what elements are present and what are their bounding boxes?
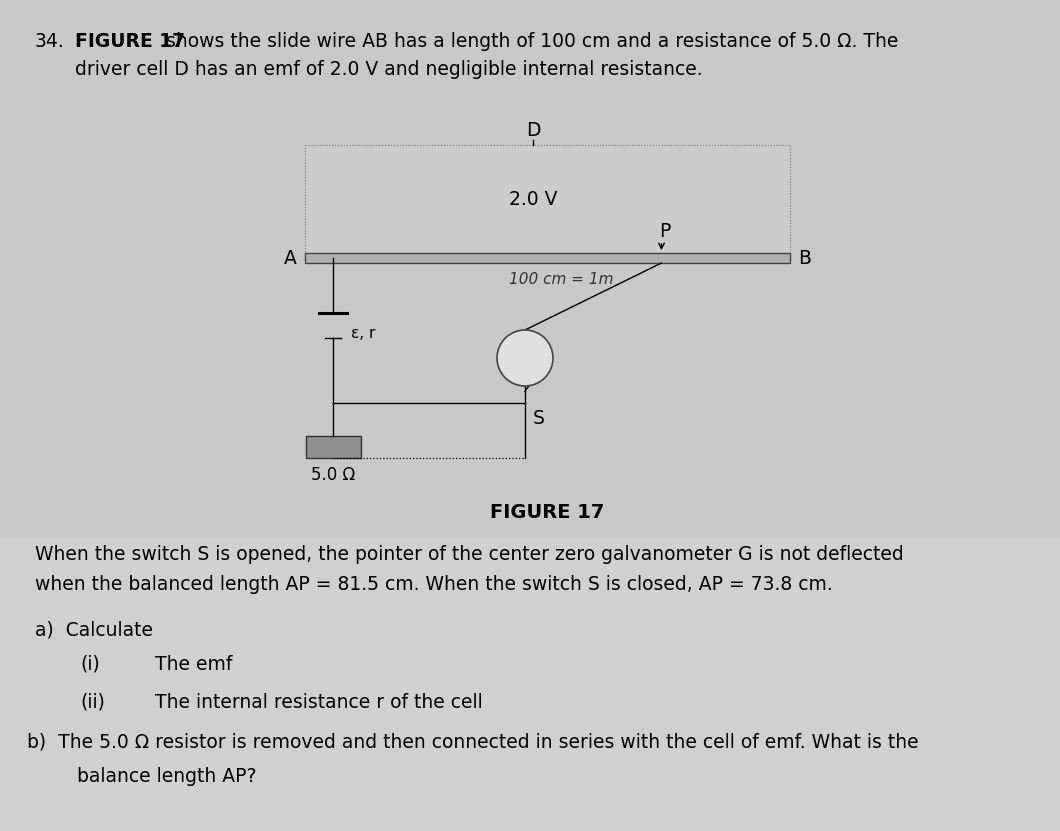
Text: (ii): (ii) [80, 693, 105, 712]
Bar [306, 436, 361, 458]
Text: P: P [658, 222, 670, 241]
Text: The emf: The emf [155, 655, 232, 674]
Text: when the balanced length AP = 81.5 cm. When the switch S is closed, AP = 73.8 cm: when the balanced length AP = 81.5 cm. W… [35, 575, 833, 594]
Text: FIGURE 17: FIGURE 17 [491, 503, 604, 522]
Text: A: A [284, 248, 297, 268]
Text: The internal resistance r of the cell: The internal resistance r of the cell [155, 693, 482, 712]
Text: driver cell D has an emf of 2.0 V and negligible internal resistance.: driver cell D has an emf of 2.0 V and ne… [75, 60, 703, 79]
Bar [0, 538, 1060, 831]
Bar [305, 145, 790, 258]
Text: 34.: 34. [35, 32, 65, 51]
Text: S: S [533, 409, 545, 428]
Bar [305, 253, 790, 263]
Text: 100 cm = 1m: 100 cm = 1m [509, 272, 614, 287]
Text: G: G [518, 349, 532, 367]
Text: 2.0 V: 2.0 V [509, 189, 558, 209]
Text: D: D [526, 121, 541, 140]
Text: 5.0 Ω: 5.0 Ω [311, 466, 355, 484]
Text: FIGURE 17: FIGURE 17 [75, 32, 186, 51]
Text: B: B [798, 248, 811, 268]
Text: ε, r: ε, r [351, 326, 375, 341]
Text: b)  The 5.0 Ω resistor is removed and then connected in series with the cell of : b) The 5.0 Ω resistor is removed and the… [26, 733, 919, 752]
Text: (i): (i) [80, 655, 100, 674]
Circle shape [497, 330, 553, 386]
Text: When the switch S is opened, the pointer of the center zero galvanometer G is no: When the switch S is opened, the pointer… [35, 545, 904, 564]
Text: balance length AP?: balance length AP? [53, 767, 257, 786]
Text: a)  Calculate: a) Calculate [35, 620, 153, 639]
Text: shows the slide wire AB has a length of 100 cm and a resistance of 5.0 Ω. The: shows the slide wire AB has a length of … [160, 32, 899, 51]
